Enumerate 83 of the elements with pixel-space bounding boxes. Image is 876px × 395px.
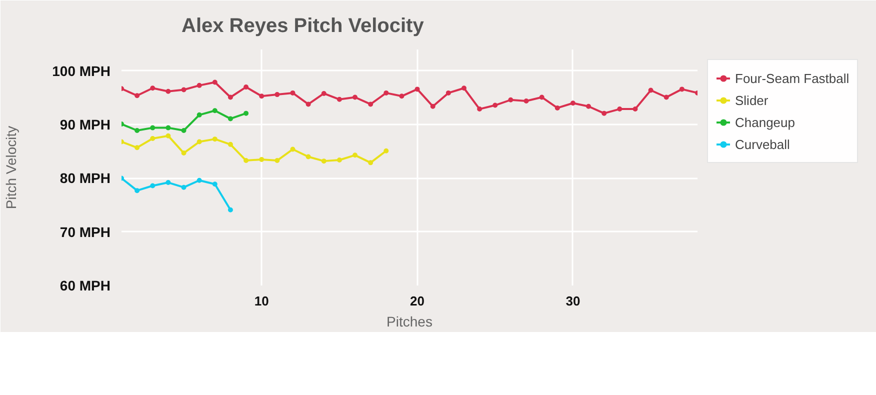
point: [259, 94, 264, 99]
point: [274, 92, 280, 98]
y-axis-title: Pitch Velocity: [3, 126, 20, 210]
point: [306, 154, 311, 160]
legend-label: Changeup: [735, 114, 795, 130]
point: [414, 86, 420, 92]
point: [664, 94, 669, 100]
point: [150, 125, 156, 130]
point: [524, 98, 529, 104]
point: [212, 136, 218, 142]
point: [228, 142, 233, 147]
point: [196, 178, 202, 183]
x-axis-title: Pitches: [386, 314, 432, 330]
point: [648, 88, 654, 93]
point: [492, 102, 498, 108]
point: [166, 125, 171, 130]
point: [244, 158, 249, 164]
point: [352, 94, 358, 100]
point: [212, 80, 218, 85]
x-tick-label: 10: [254, 294, 269, 308]
point: [134, 145, 140, 150]
point: [196, 112, 202, 118]
point: [166, 133, 171, 138]
y-tick-label: 60 MPH: [60, 278, 111, 294]
point: [134, 188, 140, 194]
point: [181, 150, 186, 156]
point: [384, 90, 389, 96]
point: [430, 104, 436, 109]
point: [181, 87, 186, 92]
point: [632, 106, 638, 112]
point: [290, 146, 296, 152]
y-tick-label: 90 MPH: [60, 116, 111, 133]
point: [259, 156, 264, 162]
point: [244, 110, 249, 116]
point: [228, 94, 233, 100]
point: [166, 88, 171, 94]
y-tick-label: 80 MPH: [60, 170, 111, 186]
x-tick-label: 20: [410, 294, 425, 308]
point: [212, 108, 218, 114]
point: [399, 94, 404, 99]
point: [336, 96, 342, 102]
point: [212, 182, 218, 187]
point: [384, 148, 389, 154]
point: [290, 90, 296, 96]
point: [508, 97, 514, 102]
point: [196, 82, 202, 88]
point: [461, 86, 466, 91]
y-tick-label: 100 MPH: [52, 62, 110, 79]
point: [181, 128, 186, 133]
point: [602, 110, 607, 116]
point: [150, 183, 156, 188]
point: [306, 102, 311, 107]
point: [134, 128, 140, 133]
point: [321, 158, 326, 164]
point: [477, 106, 482, 112]
point: [181, 184, 186, 190]
point: [336, 157, 342, 162]
legend-label: Four-Seam Fastball: [735, 70, 850, 86]
point: [679, 86, 684, 92]
point: [134, 93, 140, 98]
point: [446, 90, 451, 96]
point: [321, 90, 326, 96]
point: [368, 160, 374, 166]
legend-label: Curveball: [735, 136, 790, 152]
point: [274, 158, 280, 164]
point: [554, 105, 560, 110]
point: [368, 102, 374, 107]
point: [539, 94, 544, 100]
point: [586, 104, 592, 109]
point: [228, 116, 233, 122]
point: [196, 139, 202, 144]
chart-title: Alex Reyes Pitch Velocity: [182, 15, 425, 37]
point: [150, 86, 156, 91]
point: [228, 207, 233, 212]
x-tick-label: 30: [566, 294, 580, 308]
point: [166, 180, 171, 186]
point: [150, 136, 156, 142]
point: [570, 100, 576, 106]
point: [617, 106, 622, 112]
point: [244, 84, 249, 90]
point: [352, 152, 358, 158]
y-tick-label: 70 MPH: [60, 224, 111, 240]
legend-label: Slider: [735, 92, 768, 108]
